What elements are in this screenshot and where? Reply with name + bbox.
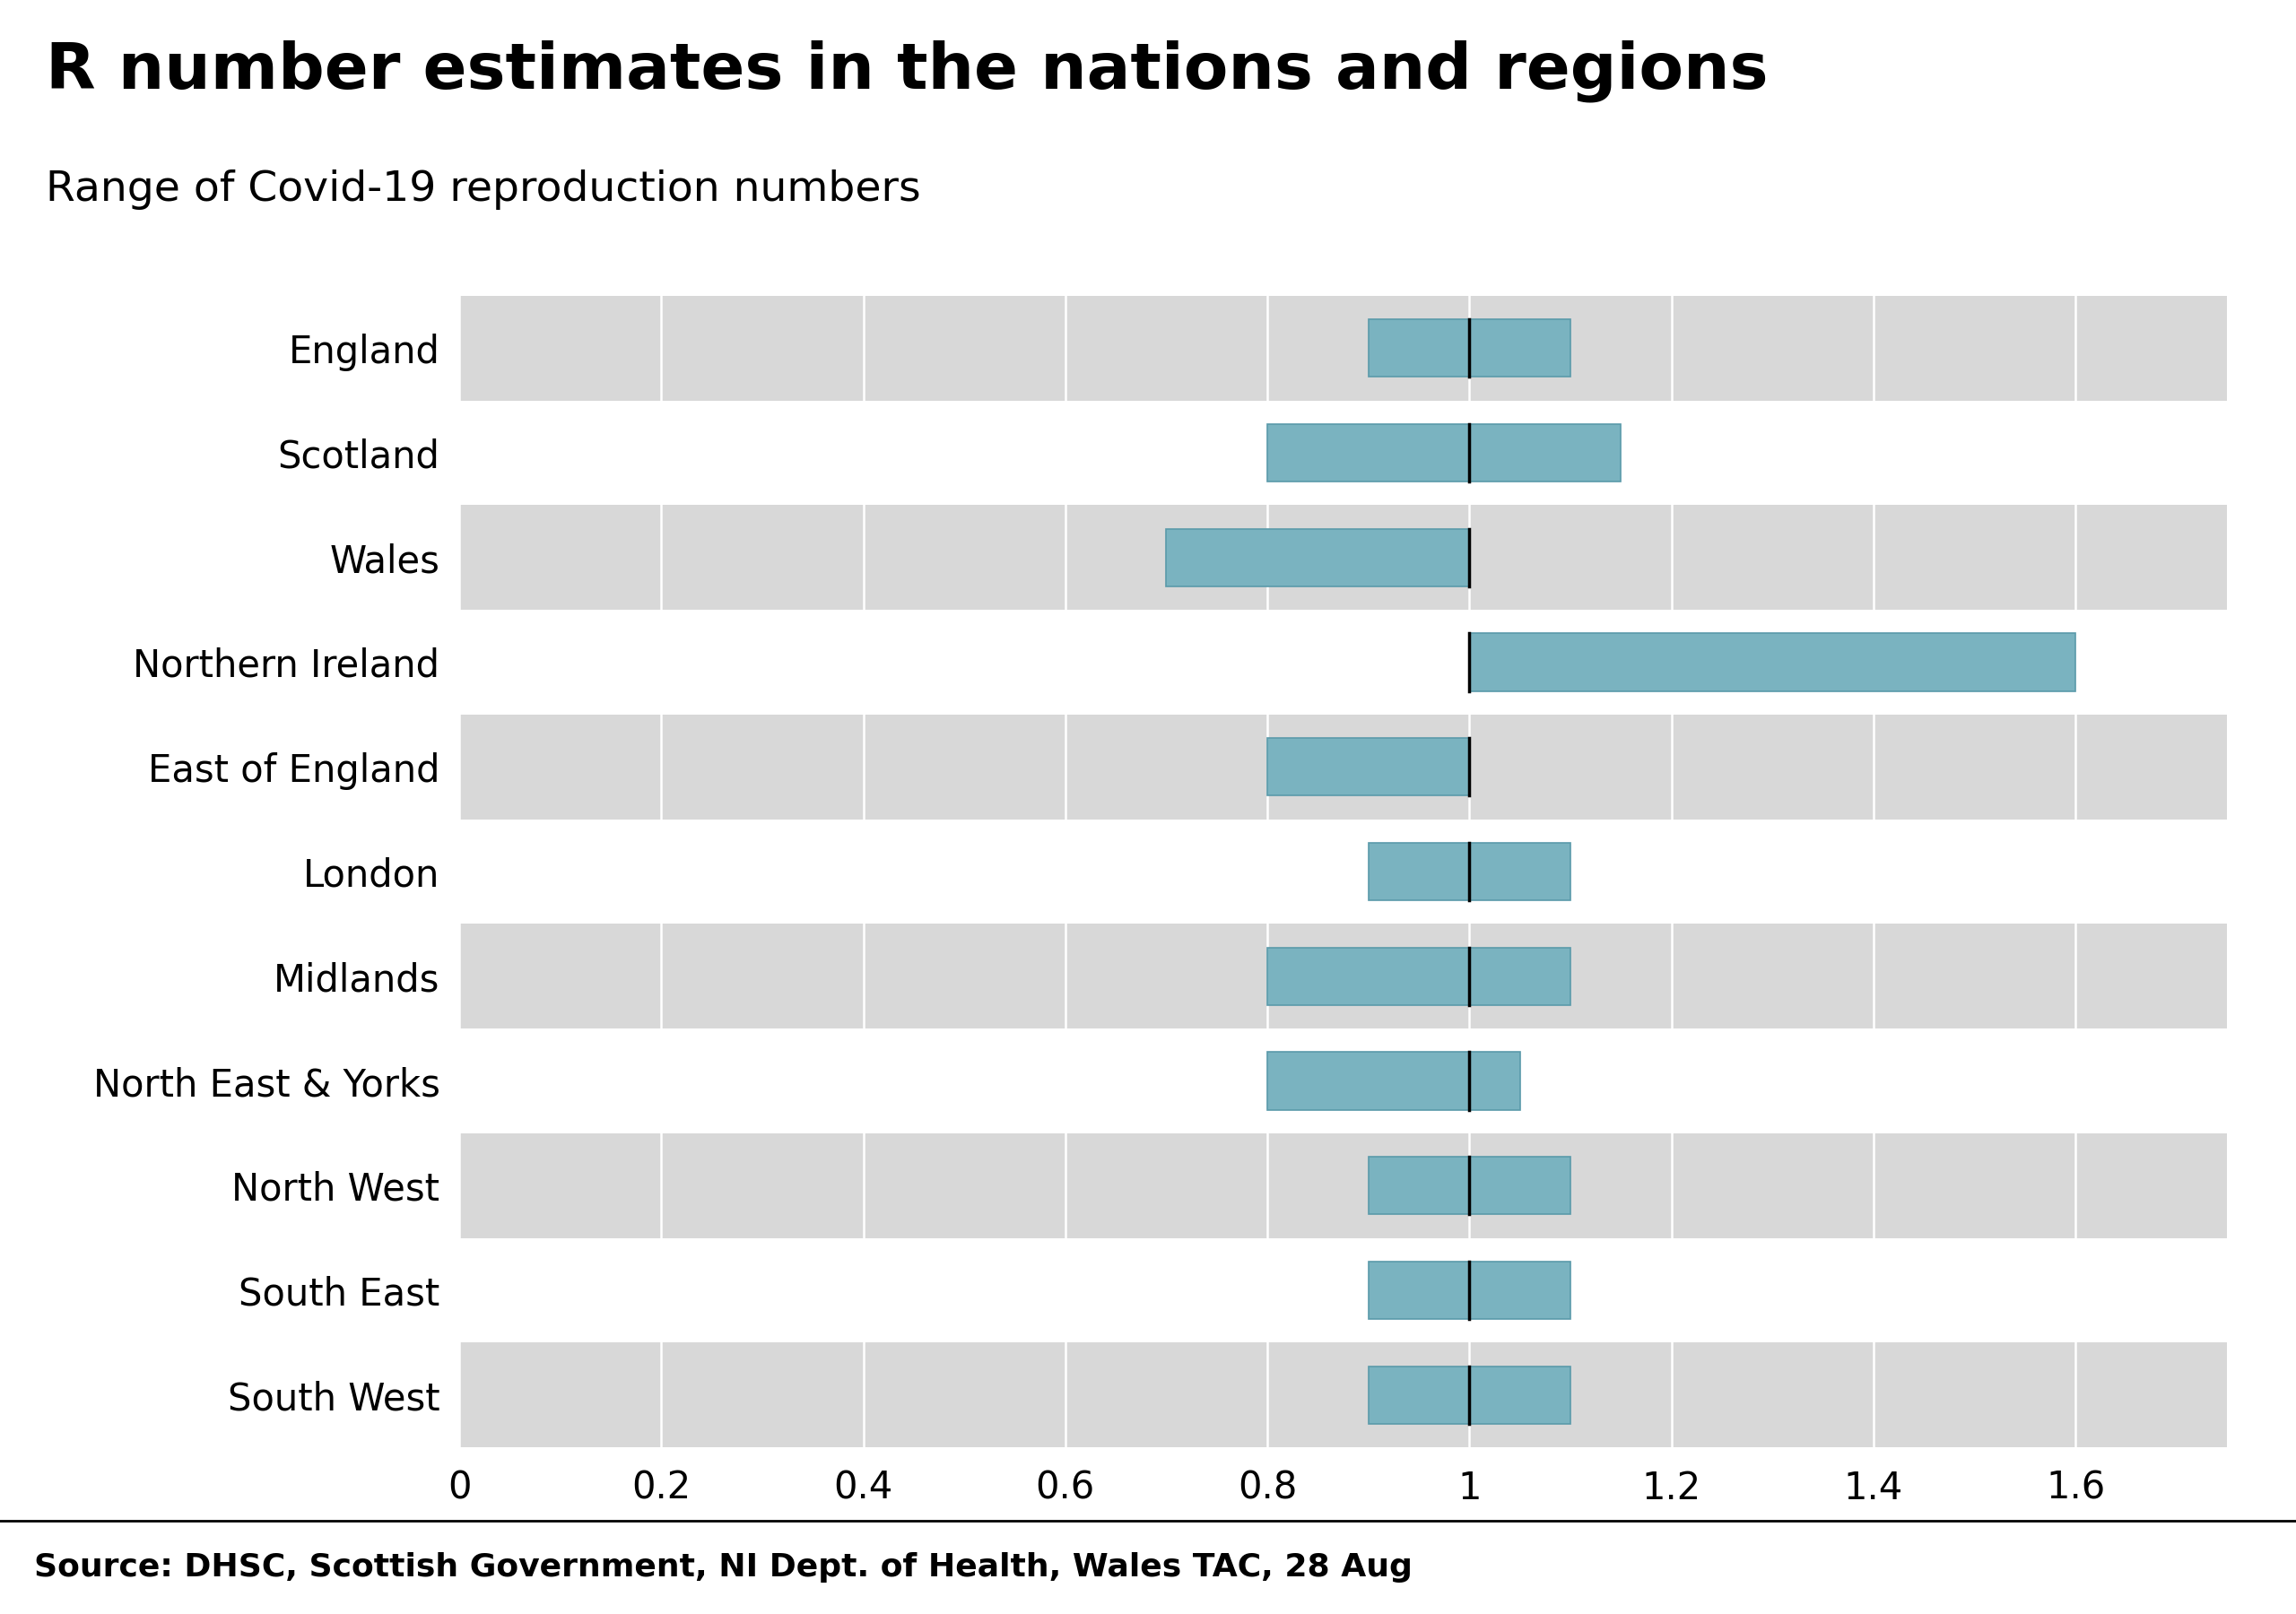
Bar (459, 1133, 2227, 1238)
Bar (459, 505, 2227, 610)
Text: R number estimates in the nations and regions: R number estimates in the nations and re… (46, 40, 1768, 103)
Text: C: C (2188, 1548, 2216, 1587)
Text: Range of Covid-19 reproduction numbers: Range of Covid-19 reproduction numbers (46, 169, 921, 210)
Bar (1368, 1262, 1570, 1319)
Bar (1267, 738, 1469, 796)
Bar (459, 400, 2227, 505)
Bar (459, 1238, 2227, 1343)
Bar (1469, 633, 2076, 691)
Text: Source: DHSC, Scottish Government, NI Dept. of Health, Wales TAC, 28 Aug: Source: DHSC, Scottish Government, NI De… (34, 1553, 1412, 1582)
Bar (459, 295, 2227, 400)
Bar (1267, 1052, 1520, 1110)
Text: B: B (2009, 1548, 2041, 1587)
Bar (459, 820, 2227, 923)
Bar (1166, 529, 1469, 586)
Bar (459, 923, 2227, 1028)
Bar (1267, 424, 1621, 481)
Bar (1368, 843, 1570, 901)
Bar (459, 610, 2227, 715)
Bar (1368, 1365, 1570, 1424)
Bar (1368, 320, 1570, 378)
Bar (1368, 1157, 1570, 1214)
Bar (459, 1028, 2227, 1133)
Bar (459, 1343, 2227, 1448)
Bar (459, 715, 2227, 820)
Text: B: B (1832, 1548, 1864, 1587)
Bar (1267, 947, 1570, 1006)
